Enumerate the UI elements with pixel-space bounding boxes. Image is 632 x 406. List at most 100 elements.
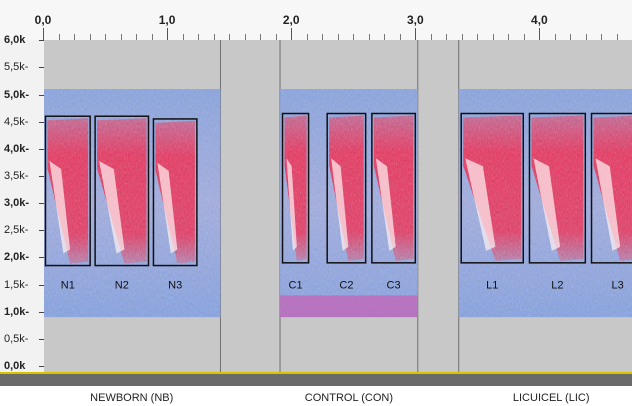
call-box-c2	[326, 112, 367, 264]
call-box-l3	[590, 112, 632, 264]
ruler-tick-mark	[539, 28, 540, 40]
frequency-tick-mark	[39, 366, 44, 367]
frequency-tick-label: 0,0k	[4, 360, 26, 372]
ruler-tick-mark	[601, 34, 602, 40]
ruler-tick-mark	[369, 34, 370, 40]
ruler-tick-mark	[183, 34, 184, 40]
call-label: N1	[61, 280, 75, 292]
segment-label: NEWBORN (NB)	[90, 392, 174, 404]
call-texture	[97, 118, 147, 264]
ruler-tick-mark	[322, 34, 323, 40]
frequency-tick-mark	[39, 230, 44, 231]
call-texture	[284, 115, 307, 261]
ruler-tick-mark	[555, 34, 556, 40]
call-peak	[533, 158, 561, 251]
ruler-tick-mark	[59, 34, 60, 40]
frequency-tick-label: 4,0k-	[4, 142, 30, 155]
frequency-tick-label: 1,0k-	[4, 305, 30, 318]
ruler-tick-mark	[462, 34, 463, 40]
frequency-tick-mark	[39, 203, 44, 204]
call-texture	[373, 115, 414, 261]
frequency-tick-mark	[39, 122, 44, 123]
time-ruler[interactable]: 0,0 1,0 2,0 3,0 4,0	[0, 0, 632, 41]
call-texture	[329, 115, 364, 261]
ruler-tick-label: 0,0	[34, 13, 52, 27]
call-label: L2	[551, 280, 563, 292]
ruler-tick-mark	[43, 28, 44, 40]
frequency-tick-label: 1,5k-	[4, 278, 29, 291]
ruler-tick-mark	[74, 34, 75, 40]
frequency-tick-label: 5,0k-	[4, 88, 30, 101]
call-peak	[465, 158, 496, 251]
ruler-tick-mark	[307, 34, 308, 40]
call-texture	[593, 115, 632, 261]
ruler-tick-mark	[276, 34, 277, 40]
frequency-tick-mark	[39, 257, 44, 258]
frequency-tick-label: 3,0k-	[4, 197, 30, 210]
ruler-tick-mark	[121, 34, 122, 40]
call-peak	[286, 158, 297, 251]
ruler-tick-mark	[431, 34, 432, 40]
call-box-c1	[281, 112, 310, 264]
call-box-n1	[44, 115, 91, 267]
frequency-axis: 6,0k 5,5k- 5,0k- 4,5k- 4,0k- 3,5k- 3,0k- 2,5k- 2…	[0, 34, 45, 376]
call-label: N2	[115, 280, 129, 292]
call-label: N3	[168, 280, 182, 292]
frequency-tick-label: 4,5k-	[4, 115, 29, 128]
call-texture	[463, 115, 522, 261]
ruler-tick-mark	[90, 34, 91, 40]
ruler-tick-mark	[245, 34, 246, 40]
ruler-tick-mark	[415, 28, 416, 40]
ruler-tick-mark	[400, 34, 401, 40]
call-label: C3	[387, 280, 401, 292]
frequency-tick-label: 0,5k-	[4, 332, 29, 345]
call-peak	[49, 161, 71, 254]
call-texture	[47, 118, 89, 264]
call-box-l1	[460, 112, 525, 264]
call-peak	[375, 158, 396, 251]
ruler-tick-mark	[152, 34, 153, 40]
track-bottom-bar	[0, 372, 632, 386]
frequency-tick-mark	[39, 176, 44, 177]
segment-label: LICUICEL (LIC)	[512, 392, 590, 404]
frequency-tick-mark	[39, 339, 44, 340]
ruler-tick-mark	[493, 34, 494, 40]
frequency-tick-mark	[39, 312, 44, 313]
ruler-tick-mark	[353, 34, 354, 40]
call-label: L3	[611, 280, 623, 292]
ruler-tick-mark	[291, 28, 292, 40]
spectrogram-view: N1 N2 N3 C1 C2 C3 L1 L2 L3	[42, 40, 632, 376]
frequency-tick-label: 5,5k-	[4, 61, 29, 74]
ruler-tick-mark	[617, 34, 618, 40]
ruler-tick-mark	[260, 34, 261, 40]
call-label: C1	[289, 280, 303, 292]
call-box-c3	[371, 112, 417, 264]
low-band-energy	[280, 295, 418, 318]
ruler-tick-mark	[446, 34, 447, 40]
ruler-tick-label: 2,0	[282, 13, 300, 27]
ruler-tick-label: 4,0	[531, 13, 548, 27]
ruler-tick-mark	[105, 34, 106, 40]
spectrogram-track[interactable]: N1 N2 N3 C1 C2 C3 L1 L2 L3	[42, 40, 632, 376]
call-peak	[331, 158, 349, 251]
frequency-tick-mark	[39, 149, 44, 150]
call-peak	[595, 158, 621, 251]
ruler-tick-mark	[586, 34, 587, 40]
frequency-tick-label: 6,0k	[4, 34, 26, 47]
ruler-tick-mark	[214, 34, 215, 40]
frequency-tick-label: 3,5k-	[4, 169, 29, 182]
call-peak	[99, 161, 125, 254]
segment-label: CONTROL (CON)	[304, 392, 394, 404]
call-peak	[157, 162, 178, 254]
ruler-tick-mark	[570, 34, 571, 40]
call-box-n2	[94, 115, 150, 267]
call-label: L1	[486, 280, 498, 292]
frequency-tick-mark	[39, 95, 44, 96]
ruler-tick-mark	[167, 28, 168, 40]
ruler-tick-mark	[136, 34, 137, 40]
ruler-tick-label: 1,0	[158, 13, 176, 27]
call-texture	[531, 115, 584, 261]
call-texture	[155, 120, 195, 264]
call-box-l2	[528, 112, 587, 264]
frequency-tick-mark	[39, 285, 44, 286]
